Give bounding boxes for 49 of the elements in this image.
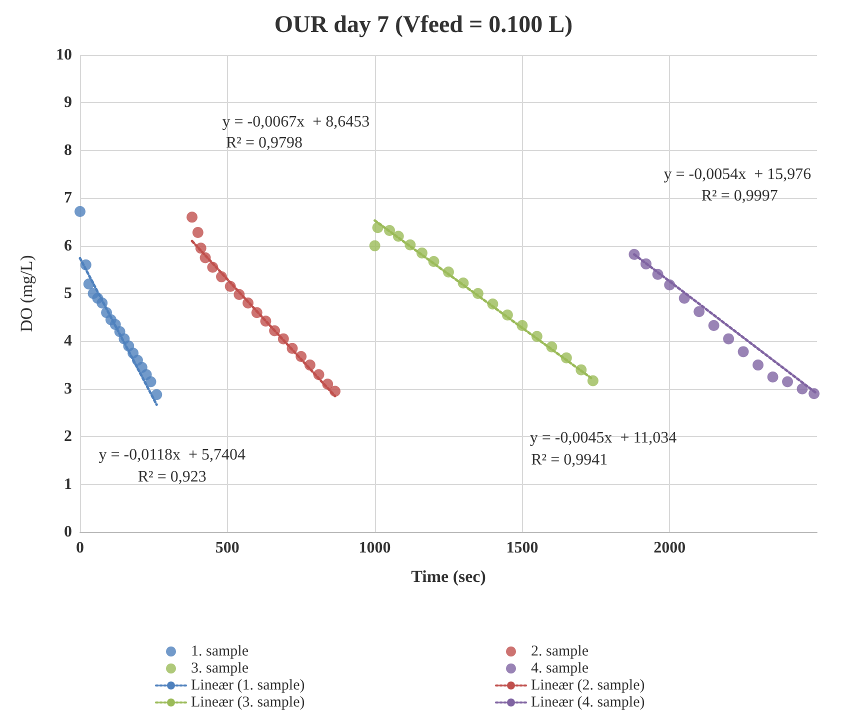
x-tick-label: 0 <box>76 540 84 556</box>
legend-label: Lineær (2. sample) <box>531 678 645 694</box>
annotation: y = -0,0054x + 15,976 <box>664 166 812 183</box>
annotation: R² = 0,923 <box>138 468 206 486</box>
point <box>145 376 156 388</box>
annotation: R² = 0,9941 <box>531 451 608 468</box>
point <box>369 240 380 252</box>
y-tick-label: 3 <box>64 380 72 398</box>
y-tick-label: 2 <box>64 428 72 446</box>
point <box>74 206 86 217</box>
annotation: y = -0,0067x + 8,6453 <box>222 113 370 130</box>
y-tick-label: 4 <box>64 332 72 350</box>
point <box>796 383 808 394</box>
x-axis-title: Time (sec) <box>411 567 486 586</box>
chart-title: OUR day 7 (Vfeed = 0.100 L) <box>274 12 573 38</box>
legend-label: Lineær (1. sample) <box>191 678 305 694</box>
legend-label: 1. sample <box>191 644 249 660</box>
annotation: y = -0,0118x + 5,7404 <box>98 446 246 464</box>
x-tick-label: 500 <box>215 540 240 556</box>
y-tick-label: 6 <box>64 237 72 254</box>
y-tick-label: 9 <box>64 94 72 112</box>
y-tick-label: 7 <box>64 190 72 207</box>
legend-label: Lineær (3. sample) <box>191 694 305 710</box>
legend-label: 3. sample <box>191 660 249 676</box>
point <box>782 376 794 388</box>
annotation: R² = 0,9798 <box>226 134 302 152</box>
point <box>186 212 198 223</box>
annotation: y = -0,0045x + 11,034 <box>530 430 677 447</box>
point <box>587 375 598 386</box>
y-tick-label: 5 <box>64 285 72 302</box>
y-tick-label: 8 <box>64 142 72 159</box>
y-tick-label: 0 <box>64 524 72 540</box>
x-tick-label: 1500 <box>506 540 538 556</box>
x-tick-label: 2000 <box>654 540 686 556</box>
point <box>752 360 764 371</box>
legend-label: 2. sample <box>531 644 589 660</box>
y-tick-label: 1 <box>64 476 72 493</box>
point <box>723 333 734 344</box>
y-tick-label: 10 <box>56 46 72 64</box>
point <box>694 306 705 318</box>
legend-label: Lineær (4. sample) <box>531 694 645 710</box>
y-axis-title: DO (mg/L) <box>17 255 36 332</box>
point <box>192 226 204 238</box>
annotation: R² = 0,9997 <box>701 188 778 205</box>
point <box>738 346 749 358</box>
point <box>708 320 720 331</box>
point <box>767 371 778 382</box>
legend-label: 4. sample <box>531 660 589 676</box>
x-tick-label: 1000 <box>358 540 391 556</box>
